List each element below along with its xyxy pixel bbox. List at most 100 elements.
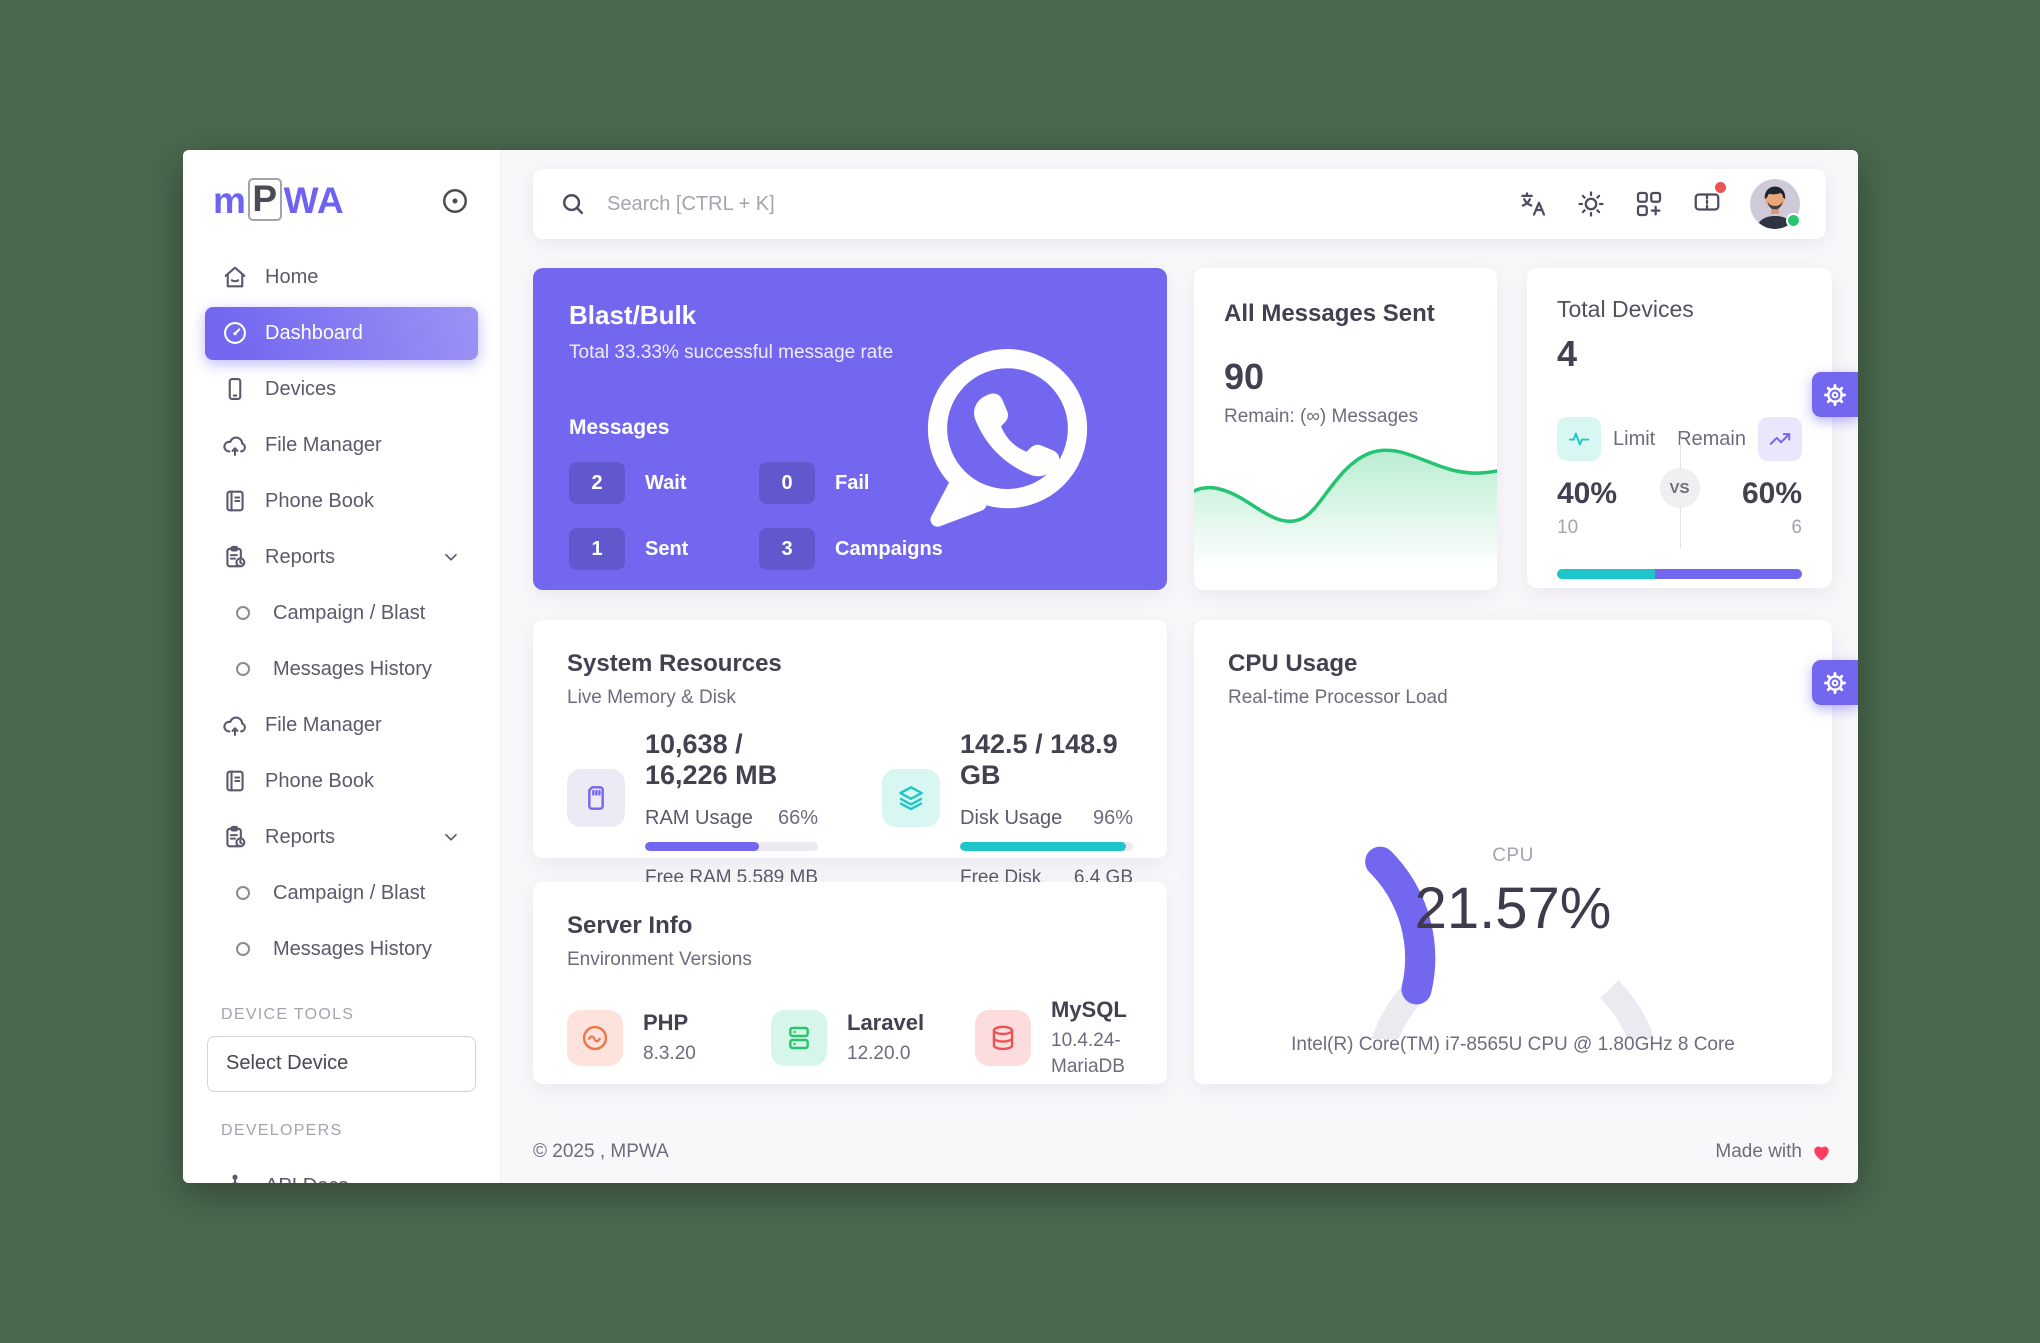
sidebar-item-campaign-blast-2[interactable]: Campaign / Blast: [205, 867, 478, 920]
sidebar-item-label: Campaign / Blast: [273, 881, 426, 904]
laravel-version: 12.20.0: [847, 1042, 911, 1064]
gear-icon: [1824, 671, 1846, 694]
limit-bar-segment: [1557, 569, 1655, 579]
server-stack-icon: [771, 1010, 827, 1067]
blast-stat-wait: 2 Wait: [569, 462, 759, 504]
stat-value-badge: 2: [569, 462, 625, 504]
sidebar-item-devices[interactable]: Devices: [205, 363, 478, 416]
notifications-button[interactable]: [1692, 181, 1726, 222]
sidebar-item-reports[interactable]: Reports: [205, 531, 478, 584]
device-select[interactable]: Select Device: [207, 1035, 476, 1092]
disk-usage-percent: 96%: [1092, 807, 1133, 829]
remain-label: Remain: [1677, 427, 1746, 450]
ram-total: 10,638 / 16,226 MB: [645, 729, 778, 790]
sidebar-item-label: Campaign / Blast: [273, 601, 426, 624]
sidebar-item-phone-book[interactable]: Phone Book: [205, 475, 478, 528]
total-devices-card: Total Devices 4 VS Limit Remain 40% 60% …: [1527, 268, 1832, 588]
smartphone-icon: [228, 378, 242, 401]
sidebar-item-label: Reports: [265, 825, 336, 848]
sidebar-menu: Home Dashboard Devices File Manager Phon…: [183, 243, 500, 976]
sidebar-item-reports-2[interactable]: Reports: [205, 811, 478, 864]
whatsapp-icon: [927, 349, 1088, 527]
copyright-text: © 2025 , MPWA: [533, 1141, 669, 1162]
sidebar-item-label: Messages History: [273, 937, 432, 960]
cloud-upload-icon: [223, 436, 246, 457]
memory-card-icon: [567, 769, 625, 827]
sidebar-toggle-icon[interactable]: [440, 186, 470, 216]
remain-count: 6: [1791, 517, 1802, 538]
stat-value-badge: 1: [569, 528, 625, 570]
sidebar-item-label: File Manager: [265, 433, 382, 456]
logo-letters-wa: WA: [283, 180, 345, 222]
server-title: Server Info: [567, 912, 693, 939]
ticket-icon: [1694, 192, 1720, 211]
activity-icon: [1557, 417, 1601, 461]
blast-stat-campaigns: 3 Campaigns: [759, 528, 979, 570]
sidebar-item-label: Devices: [265, 377, 337, 400]
book-icon: [226, 490, 244, 512]
limit-percent: 40%: [1557, 477, 1618, 510]
user-avatar[interactable]: [1750, 179, 1801, 229]
disk-progress-bar: [960, 842, 1133, 851]
sidebar-item-dashboard[interactable]: Dashboard: [205, 306, 478, 360]
messages-sent-card: All Messages Sent 90 Remain: (∞) Message…: [1194, 268, 1497, 590]
shortcuts-grid-icon[interactable]: [1634, 189, 1664, 219]
sidebar-item-home[interactable]: Home: [205, 251, 478, 304]
sidebar-item-campaign-blast[interactable]: Campaign / Blast: [205, 587, 478, 640]
remain-percent: 60%: [1741, 477, 1802, 510]
language-icon[interactable]: [1518, 189, 1548, 219]
mysql-name: MySQL: [1051, 997, 1127, 1022]
api-connector-icon: [232, 1175, 238, 1183]
vs-badge: VS: [1659, 468, 1700, 508]
settings-button-bottom[interactable]: [1812, 660, 1858, 705]
messages-remain-label: Remain: (∞) Messages: [1224, 406, 1419, 427]
book-icon: [226, 770, 244, 792]
sidebar-item-label: File Manager: [265, 713, 382, 736]
sidebar-item-messages-history[interactable]: Messages History: [205, 643, 478, 696]
database-icon: [975, 1010, 1031, 1067]
cpu-model: Intel(R) Core(TM) i7-8565U CPU @ 1.80GHz…: [1291, 1034, 1735, 1055]
stat-label: Campaigns: [835, 537, 943, 560]
sidebar: m P WA Home Dashboard Devices File Manager: [183, 150, 501, 1183]
stat-label: Fail: [835, 471, 870, 494]
clipboard-report-icon: [226, 546, 246, 568]
sidebar-item-phone-book-2[interactable]: Phone Book: [205, 755, 478, 808]
sidebar-item-label: Messages History: [273, 657, 432, 680]
search-input[interactable]: [607, 192, 1498, 216]
gear-icon: [1824, 383, 1846, 406]
remain-bar-segment: [1655, 569, 1802, 579]
laravel-name: Laravel: [847, 1009, 925, 1035]
limit-label: Limit: [1613, 427, 1656, 450]
ram-usage-percent: 66%: [777, 807, 818, 829]
messages-sent-title: All Messages Sent: [1224, 300, 1435, 327]
sidebar-item-label: Home: [265, 265, 319, 288]
resources-title: System Resources: [567, 650, 782, 677]
limit-cell: Limit: [1557, 417, 1655, 461]
chevron-down-icon: [445, 834, 457, 841]
remain-cell: Remain: [1677, 417, 1802, 461]
cpu-gauge-value: 21.57%: [1414, 876, 1612, 941]
trending-up-icon: [1758, 417, 1802, 461]
chevron-down-icon: [445, 554, 457, 561]
settings-button-top[interactable]: [1812, 372, 1858, 417]
made-with-text: Made with: [1715, 1141, 1802, 1162]
disk-total: 142.5 / 148.9 GB: [960, 729, 1118, 790]
circle-bullet-icon: [236, 662, 250, 677]
php-version: 8.3.20: [643, 1042, 696, 1064]
online-status-dot: [1786, 213, 1801, 228]
cpu-usage-card: CPU Usage Real-time Processor Load CPU 2…: [1194, 620, 1832, 1183]
disk-bar-fill: [960, 842, 1127, 851]
sidebar-item-file-manager-2[interactable]: File Manager: [205, 699, 478, 752]
sidebar-item-label: Phone Book: [265, 489, 374, 512]
sidebar-item-label: Dashboard: [265, 321, 363, 344]
sidebar-item-api-docs[interactable]: API Docs: [205, 1160, 478, 1183]
messages-area-chart: [1194, 448, 1497, 590]
sidebar-item-messages-history-2[interactable]: Messages History: [205, 923, 478, 976]
theme-sun-icon[interactable]: [1576, 189, 1606, 219]
heart-icon: [1814, 1145, 1829, 1160]
sidebar-item-label: API Docs: [265, 1175, 348, 1183]
brand-logo[interactable]: m P WA: [213, 178, 345, 223]
stat-label: Wait: [645, 471, 687, 494]
sidebar-item-file-manager[interactable]: File Manager: [205, 419, 478, 472]
ram-bar-fill: [645, 842, 760, 851]
